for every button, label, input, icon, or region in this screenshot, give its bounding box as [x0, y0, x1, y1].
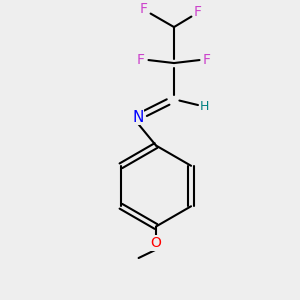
Text: N: N — [132, 110, 144, 124]
Text: F: F — [140, 2, 148, 16]
Text: H: H — [199, 100, 209, 113]
Text: F: F — [194, 5, 202, 19]
Text: F: F — [203, 53, 211, 67]
Text: F: F — [137, 53, 145, 67]
Text: O: O — [151, 236, 161, 250]
